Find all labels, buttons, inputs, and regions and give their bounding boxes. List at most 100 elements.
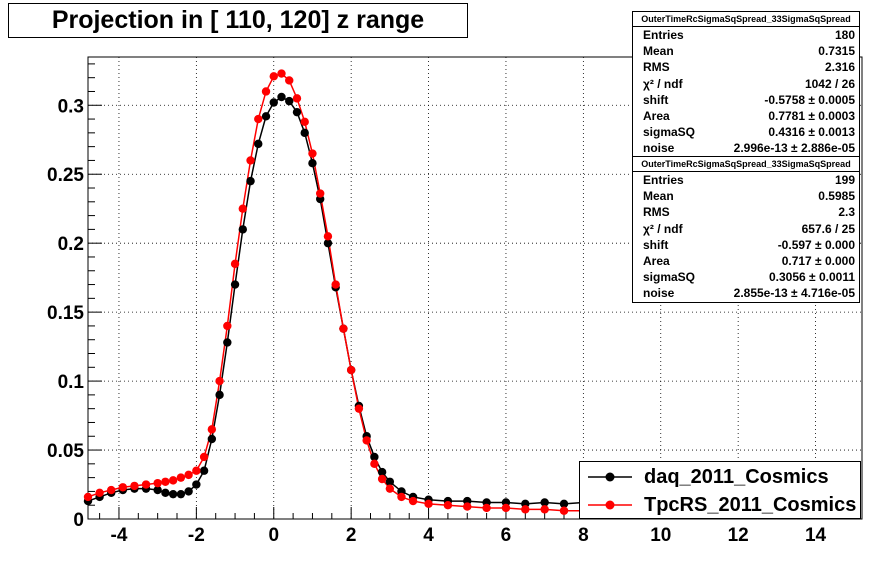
x-tick-label: 4	[423, 525, 434, 546]
data-point-daq	[246, 176, 255, 186]
data-point-daq	[370, 452, 379, 462]
data-point-tpcrs	[223, 321, 232, 331]
data-point-tpcrs	[346, 365, 356, 375]
stats-row-rms: RMS 2.3	[643, 205, 855, 220]
data-point-tpcrs	[540, 505, 549, 514]
x-tick-label: 6	[501, 525, 512, 546]
data-point-tpcrs	[501, 503, 511, 513]
data-point-tpcrs	[300, 117, 309, 127]
data-point-tpcrs	[370, 459, 379, 469]
data-point-daq	[207, 434, 217, 444]
stats-header: OuterTimeRcSigmaSqSpread_33SigmaSqSpread	[633, 12, 859, 27]
data-point-tpcrs	[141, 480, 151, 489]
stats-row-chi2: χ² / ndf 1042 / 26	[643, 76, 855, 91]
stats-row-area: Area 0.7781 ± 0.0003	[643, 108, 855, 123]
data-point-tpcrs	[424, 499, 433, 509]
data-point-tpcrs	[443, 501, 453, 510]
data-point-tpcrs	[161, 477, 170, 486]
legend-marker-tpcrs-icon	[588, 500, 632, 510]
stats-row-shift: shift -0.5758 ± 0.0005	[643, 92, 855, 107]
stats-row-shift: shift -0.597 ± 0.000	[643, 237, 855, 252]
legend-label-daq: daq_2011_Cosmics	[644, 465, 829, 488]
data-point-tpcrs	[285, 76, 294, 85]
data-point-tpcrs	[269, 72, 278, 81]
chart-title: Projection in [ 110, 120] z range	[51, 6, 425, 34]
data-point-tpcrs	[261, 87, 271, 96]
stats-row-entries: Entries 199	[643, 173, 855, 187]
data-point-daq	[323, 238, 333, 248]
stats-box-tpcrs: OuterTimeRcSigmaSqSpread_33SigmaSqSpread…	[632, 156, 860, 303]
data-point-daq	[176, 489, 186, 499]
data-point-tpcrs	[482, 503, 491, 513]
data-point-tpcrs	[118, 483, 128, 492]
data-point-tpcrs	[184, 470, 193, 480]
data-point-daq	[168, 489, 178, 499]
data-point-tpcrs	[83, 492, 93, 502]
data-point-tpcrs	[463, 502, 472, 511]
x-tick-label: -4	[111, 525, 128, 546]
data-point-tpcrs	[199, 452, 209, 462]
data-point-daq	[300, 128, 309, 138]
x-tick-label: 10	[650, 525, 671, 546]
x-tick-label: 2	[346, 525, 357, 546]
legend: daq_2011_Cosmics TpcRS_2011_Cosmics	[579, 461, 861, 519]
data-point-daq	[192, 480, 201, 489]
data-point-daq	[269, 98, 278, 107]
data-point-tpcrs	[168, 476, 178, 485]
data-point-tpcrs	[308, 149, 317, 158]
stats-row-noise: noise 2.996e-13 ± 2.886e-05	[643, 141, 855, 156]
y-tick-label: 0.2	[58, 234, 84, 255]
legend-entry-daq: daq_2011_Cosmics	[588, 464, 829, 490]
y-tick-label: 0.15	[47, 303, 84, 324]
data-point-tpcrs	[254, 114, 263, 124]
plot-frame	[87, 56, 863, 520]
x-tick-label: 0	[268, 525, 279, 546]
stats-row-sigmasq: sigmaSQ 0.3056 ± 0.0011	[643, 270, 855, 285]
data-point-daq	[292, 107, 302, 117]
data-point-tpcrs	[354, 404, 364, 413]
data-point-daq	[540, 498, 549, 507]
data-point-tpcrs	[339, 324, 348, 333]
data-point-daq	[254, 139, 263, 149]
data-point-daq	[261, 112, 271, 121]
stats-row-entries: Entries 180	[643, 28, 855, 42]
data-point-tpcrs	[107, 485, 116, 495]
data-point-daq	[230, 280, 240, 289]
data-point-tpcrs	[230, 259, 240, 269]
stats-row-area: Area 0.717 ± 0.000	[643, 253, 855, 268]
x-tick-label: -2	[188, 525, 205, 546]
data-point-tpcrs	[207, 425, 217, 434]
data-point-daq	[308, 158, 317, 168]
data-point-daq	[161, 488, 170, 497]
data-point-tpcrs	[521, 505, 530, 514]
stats-row-noise: noise 2.855e-13 ± 4.716e-05	[643, 286, 855, 301]
data-point-tpcrs	[130, 481, 139, 491]
stats-row-mean: Mean 0.7315	[643, 44, 855, 59]
y-tick-label: 0.25	[47, 165, 84, 186]
data-point-tpcrs	[238, 204, 247, 213]
data-point-tpcrs	[331, 280, 340, 289]
data-point-daq	[199, 466, 209, 475]
x-tick-label: 8	[578, 525, 589, 546]
data-point-tpcrs	[559, 506, 569, 515]
data-point-tpcrs	[246, 156, 255, 165]
data-point-daq	[153, 485, 162, 495]
data-point-tpcrs	[95, 488, 104, 497]
stats-row-mean: Mean 0.5985	[643, 189, 855, 204]
data-point-daq	[285, 96, 294, 106]
data-point-tpcrs	[397, 492, 406, 502]
data-point-tpcrs	[153, 478, 162, 488]
y-tick-label: 0.05	[47, 441, 84, 462]
legend-marker-daq-icon	[588, 472, 632, 482]
stats-row-sigmasq: sigmaSQ 0.4316 ± 0.0013	[643, 125, 855, 140]
data-point-tpcrs	[385, 484, 395, 493]
y-tick-label: 0.3	[58, 96, 84, 117]
y-tick-label: 0.1	[58, 372, 85, 393]
data-point-daq	[184, 487, 193, 496]
data-point-tpcrs	[277, 69, 286, 78]
x-tick-label: 14	[805, 525, 827, 546]
stats-header: OuterTimeRcSigmaSqSpread_33SigmaSqSpread	[633, 157, 859, 172]
data-point-tpcrs	[292, 94, 302, 103]
data-point-daq	[385, 477, 395, 486]
data-point-tpcrs	[176, 473, 186, 482]
